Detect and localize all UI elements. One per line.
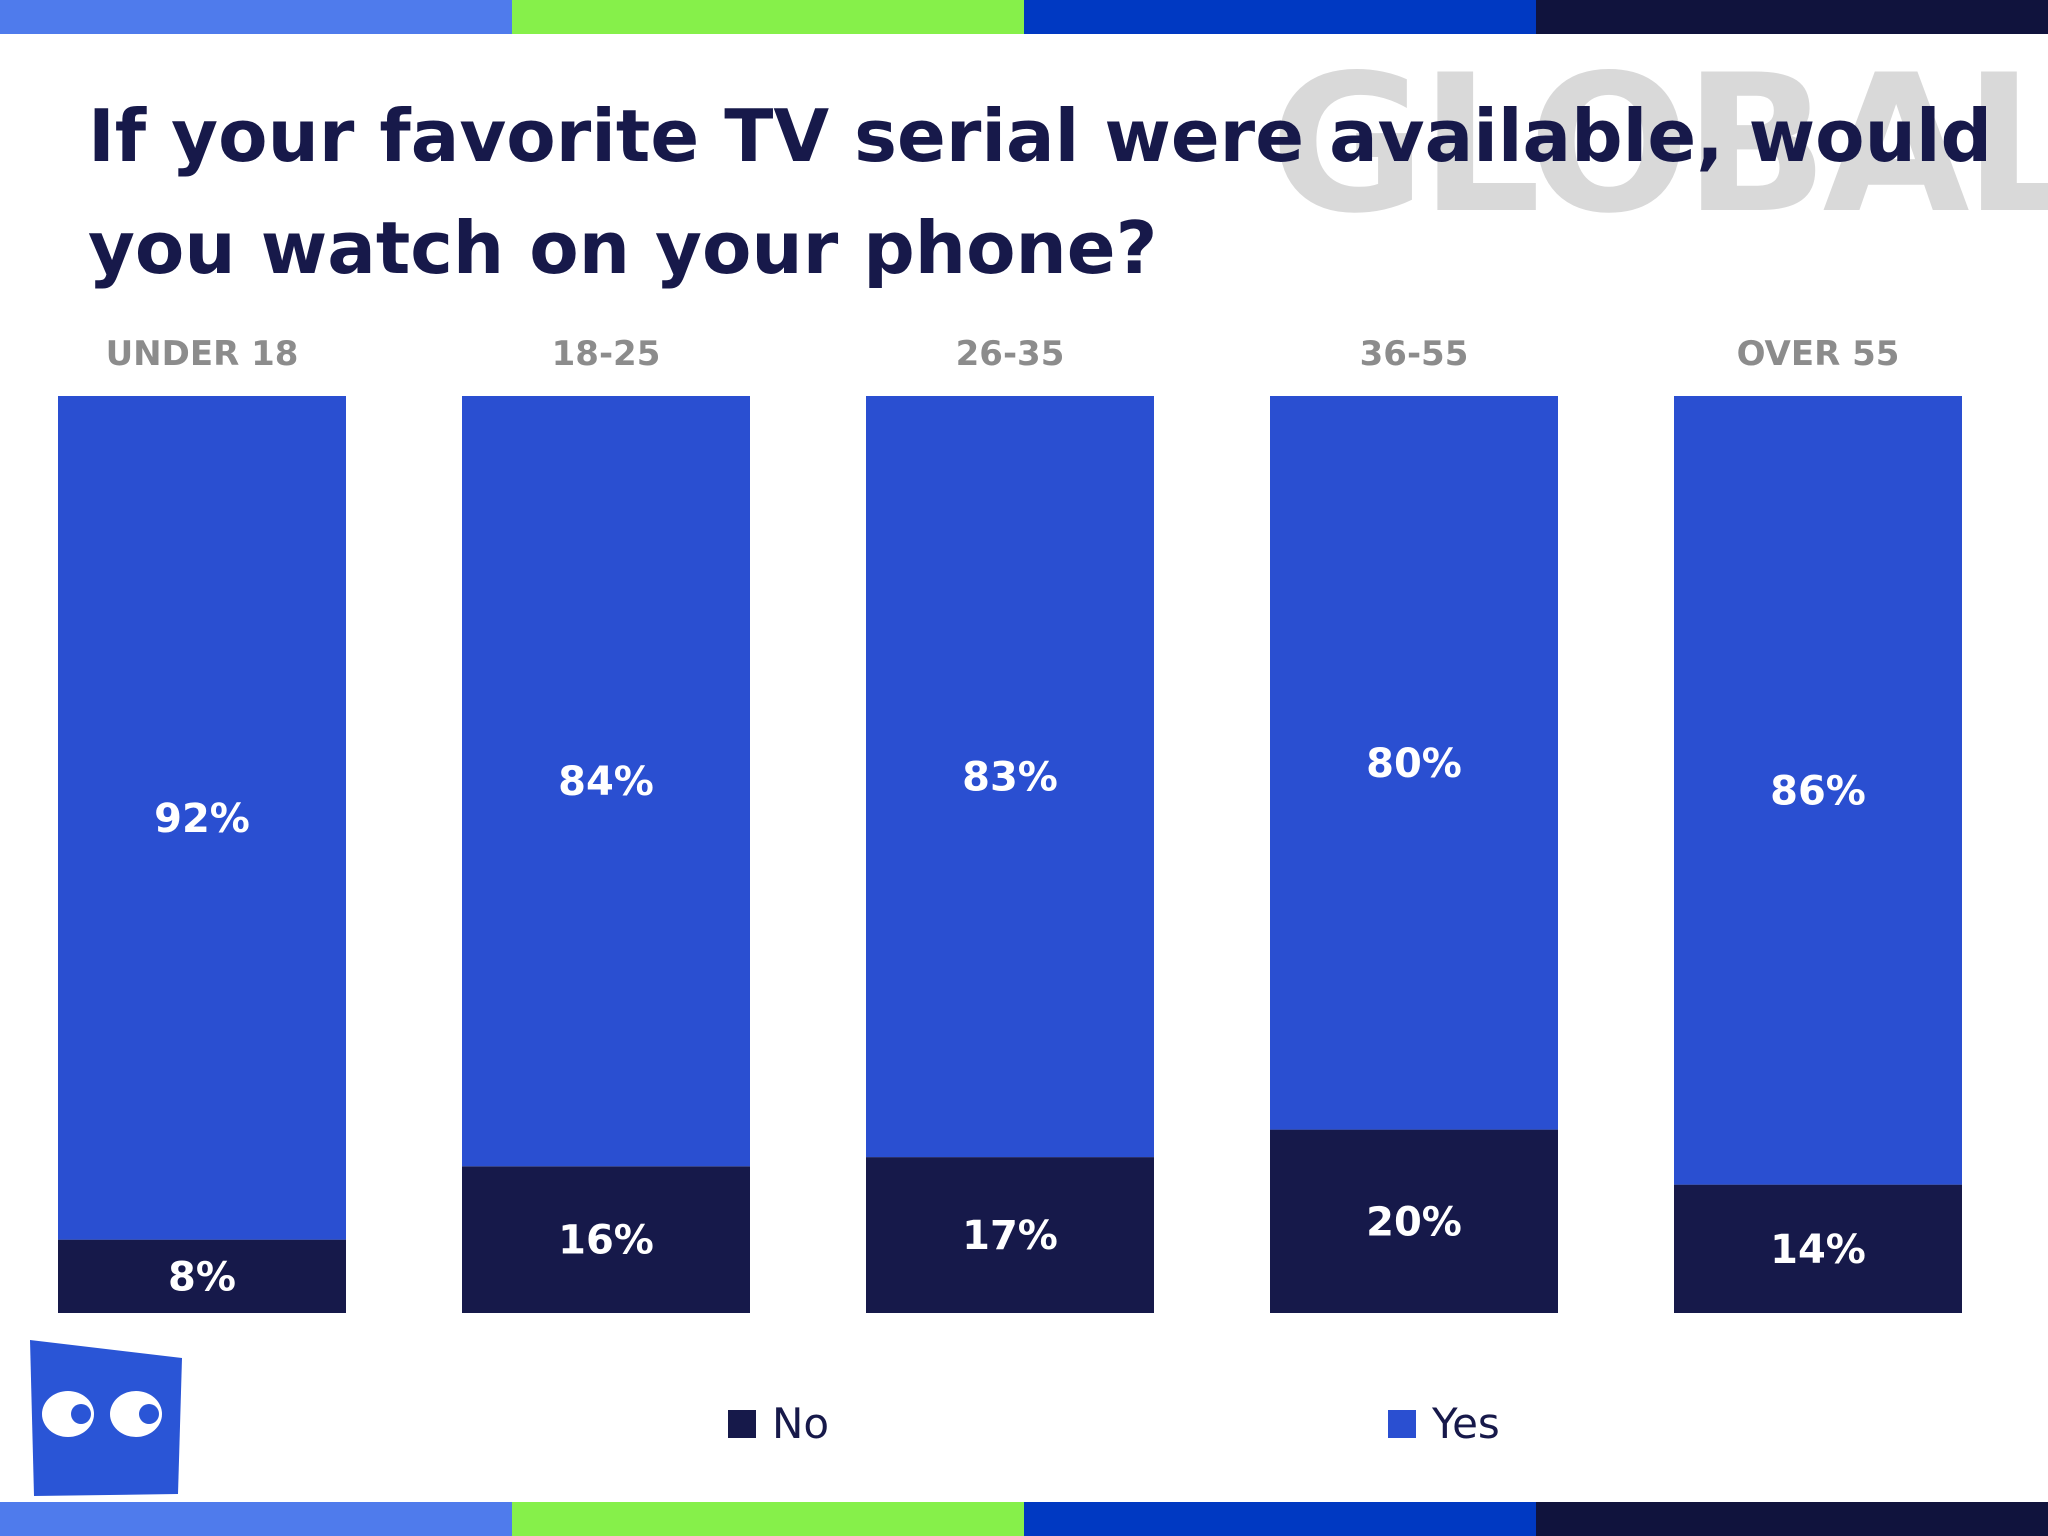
- stripe-segment-3: [1024, 1502, 1536, 1536]
- bar-segment-yes: [462, 396, 750, 1167]
- value-label: 86%: [1770, 768, 1866, 814]
- legend: No Yes: [728, 1399, 1500, 1448]
- legend-swatch-yes: [1388, 1410, 1416, 1438]
- bar-segment-yes: [866, 396, 1154, 1158]
- value-label: 17%: [962, 1213, 1058, 1259]
- stripe-segment-1: [0, 0, 512, 34]
- chart-title: If your favorite TV serial were availabl…: [88, 94, 1993, 290]
- category-label: UNDER 18: [106, 334, 299, 374]
- bottom-color-stripe: [0, 1502, 2048, 1536]
- stripe-segment-2: [512, 0, 1024, 34]
- value-label: 20%: [1366, 1199, 1462, 1245]
- category-label: 36-55: [1360, 334, 1469, 374]
- value-label: 8%: [168, 1254, 236, 1300]
- category-label: OVER 55: [1737, 334, 1900, 374]
- bar-segment-no: [1674, 1184, 1962, 1313]
- bar-segment-yes: [1270, 396, 1558, 1130]
- stripe-segment-1: [0, 1502, 512, 1536]
- category-label: 18-25: [552, 334, 661, 374]
- legend-label: No: [772, 1399, 829, 1448]
- watermark: GLOBAL: [1270, 34, 2048, 255]
- top-color-stripe: [0, 0, 2048, 34]
- value-label: 16%: [558, 1218, 654, 1264]
- bar-segment-no: [1270, 1129, 1558, 1313]
- stripe-segment-4: [1536, 1502, 2048, 1536]
- bar-segment-no: [58, 1239, 346, 1313]
- stripe-segment-4: [1536, 0, 2048, 34]
- bar-segment-yes: [1674, 396, 1962, 1185]
- value-label: 92%: [154, 796, 250, 842]
- bar-segment-no: [462, 1166, 750, 1313]
- value-label: 84%: [558, 759, 654, 805]
- bar-segment-yes: [58, 396, 346, 1240]
- bar-segment-no: [866, 1157, 1154, 1313]
- legend-swatch-no: [728, 1410, 756, 1438]
- stripe-segment-2: [512, 1502, 1024, 1536]
- eyes-logo-icon: [30, 1340, 182, 1496]
- legend-label: Yes: [1431, 1399, 1500, 1448]
- stripe-segment-3: [1024, 0, 1536, 34]
- value-label: 80%: [1366, 741, 1462, 787]
- category-label: 26-35: [956, 334, 1065, 374]
- value-label: 14%: [1770, 1227, 1866, 1273]
- value-label: 83%: [962, 755, 1058, 801]
